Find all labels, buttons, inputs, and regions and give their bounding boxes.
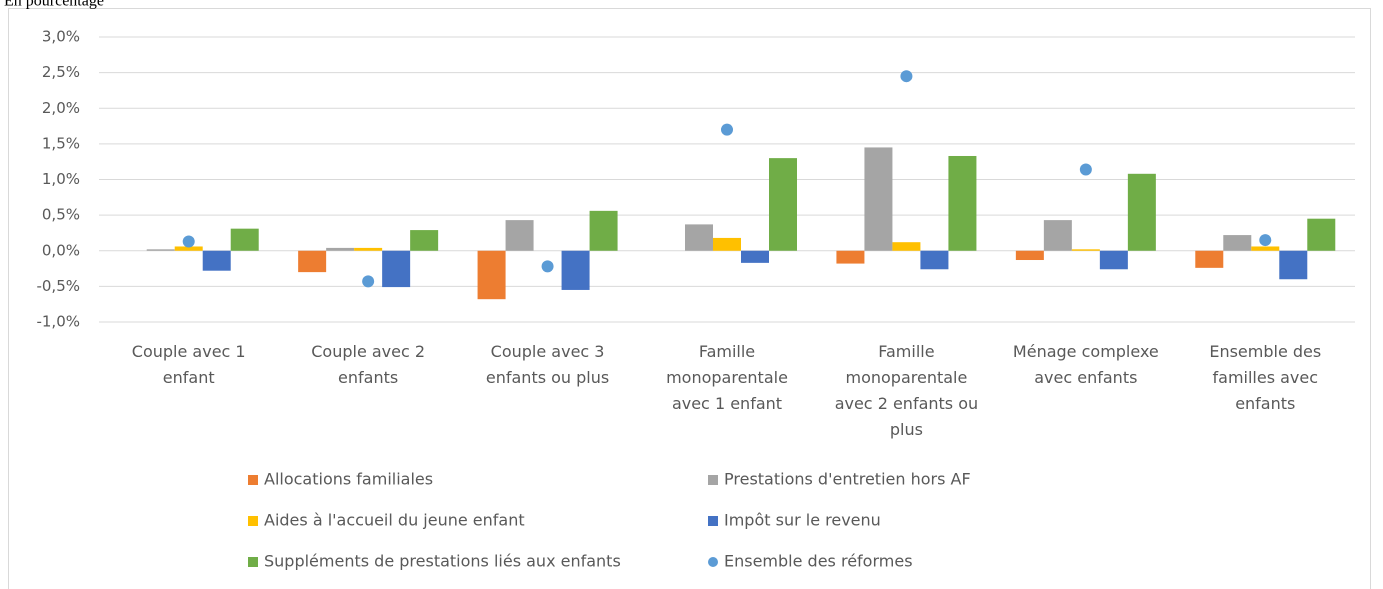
point bbox=[721, 123, 733, 136]
point bbox=[182, 235, 195, 248]
legend-label: Allocations familiales bbox=[264, 470, 433, 489]
x-tick-label: Famille monoparentale avec 1 enfant bbox=[666, 342, 788, 413]
y-tick-label: 0,5% bbox=[42, 206, 80, 224]
legend-marker bbox=[248, 516, 258, 526]
legend-label: Suppléments de prestations liés aux enfa… bbox=[264, 552, 621, 571]
point bbox=[1259, 234, 1272, 247]
legend-label: Aides à l'accueil du jeune enfant bbox=[264, 511, 525, 530]
point bbox=[362, 275, 375, 288]
legend-marker bbox=[708, 475, 718, 485]
bar bbox=[1195, 250, 1224, 268]
point bbox=[1079, 163, 1092, 176]
bar bbox=[146, 249, 175, 251]
point bbox=[541, 260, 554, 273]
bar bbox=[326, 247, 355, 251]
bar bbox=[354, 247, 383, 251]
y-tick-label: 3,0% bbox=[42, 28, 80, 46]
bar bbox=[410, 230, 439, 251]
chart-frame bbox=[8, 8, 1371, 589]
bar bbox=[477, 250, 506, 300]
bar bbox=[769, 158, 797, 251]
bar bbox=[1043, 220, 1072, 251]
bar bbox=[1127, 173, 1156, 251]
bar bbox=[864, 147, 893, 251]
bar bbox=[505, 220, 534, 251]
chart-subtitle: En pourcentage bbox=[4, 0, 104, 10]
bar bbox=[202, 250, 231, 271]
bar bbox=[1251, 246, 1280, 251]
legend-marker bbox=[248, 557, 258, 567]
bar bbox=[1307, 218, 1336, 251]
x-tick-label: Couple avec 1 enfant bbox=[131, 342, 246, 387]
y-tick-label: 2,5% bbox=[42, 63, 80, 81]
y-tick-label: -1,0% bbox=[36, 313, 80, 331]
bar bbox=[1071, 249, 1100, 251]
bar bbox=[920, 250, 949, 270]
x-tick-label: Ménage complexe avec enfants bbox=[1012, 342, 1159, 387]
bar bbox=[892, 242, 921, 251]
legend-label: Impôt sur le revenu bbox=[724, 511, 881, 530]
x-tick-label: Couple avec 2 enfants bbox=[311, 342, 426, 387]
bar bbox=[1223, 235, 1252, 251]
x-tick-label: Ensemble des familles avec enfants bbox=[1209, 342, 1322, 413]
legend-marker bbox=[708, 557, 718, 567]
bar bbox=[174, 246, 203, 251]
x-tick-label: Famille monoparentale avec 2 enfants ou … bbox=[834, 342, 979, 439]
bar bbox=[741, 250, 769, 263]
bar bbox=[382, 250, 411, 288]
point bbox=[900, 70, 913, 83]
y-tick-label: 2,0% bbox=[42, 99, 80, 117]
y-tick-label: 1,0% bbox=[42, 170, 80, 188]
bar bbox=[836, 250, 865, 264]
bar bbox=[685, 224, 713, 251]
legend-label: Prestations d'entretien hors AF bbox=[724, 470, 971, 489]
bar bbox=[1099, 250, 1128, 270]
legend-marker bbox=[708, 516, 718, 526]
bar bbox=[948, 155, 977, 251]
bar bbox=[1279, 250, 1308, 280]
bar bbox=[298, 250, 327, 273]
legend-label: Ensemble des réformes bbox=[724, 552, 913, 571]
bar bbox=[1015, 250, 1044, 261]
y-tick-label: 0,0% bbox=[42, 241, 80, 259]
y-tick-label: -0,5% bbox=[36, 277, 80, 295]
bar bbox=[230, 228, 259, 251]
bar bbox=[589, 210, 618, 251]
x-tick-label: Couple avec 3 enfants ou plus bbox=[485, 342, 610, 387]
y-tick-label: 1,5% bbox=[42, 134, 80, 152]
bar bbox=[713, 237, 741, 251]
bar bbox=[561, 250, 590, 290]
legend-marker bbox=[248, 475, 258, 485]
